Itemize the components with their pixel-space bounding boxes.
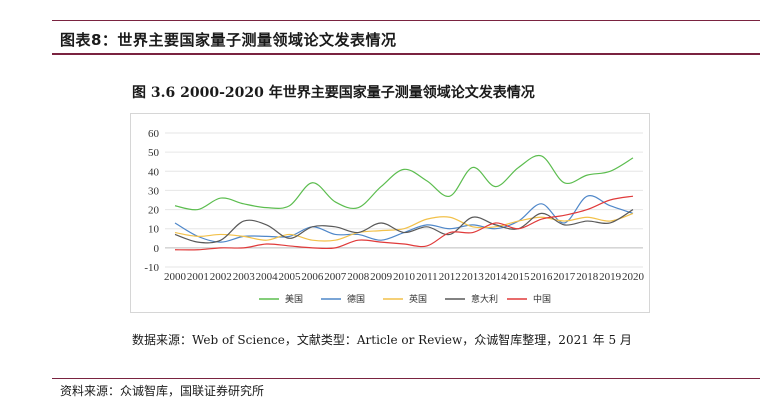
x-tick-label: 2010 — [393, 271, 416, 283]
y-tick-label: 50 — [148, 147, 160, 159]
x-tick-label: 2016 — [530, 271, 553, 283]
x-tick-label: 2009 — [370, 271, 393, 283]
y-tick-label: -10 — [144, 262, 159, 274]
x-tick-label: 2008 — [347, 271, 370, 283]
series-line-4 — [174, 209, 634, 244]
bottom-rule — [52, 378, 760, 379]
series-line-1 — [174, 154, 634, 211]
x-tick-label: 2018 — [576, 271, 599, 283]
x-tick-label: 2007 — [324, 271, 347, 283]
x-tick-label: 2020 — [622, 271, 645, 283]
y-tick-label: 40 — [148, 166, 160, 178]
x-tick-label: 2019 — [599, 271, 622, 283]
figure-data-source-note: 数据来源：Web of Science，文献类型：Article or Revi… — [132, 333, 632, 347]
series-line-2 — [174, 195, 634, 243]
legend-label-3: 英国 — [409, 293, 427, 305]
legend-label-1: 美国 — [285, 293, 303, 305]
x-tick-label: 2001 — [187, 271, 209, 283]
page-source: 资料来源：众诚智库，国联证券研究所 — [60, 384, 265, 398]
x-tick-label: 2006 — [301, 271, 324, 283]
series-line-3 — [174, 212, 634, 242]
x-tick-label: 2003 — [233, 271, 256, 283]
legend-label-4: 意大利 — [471, 293, 498, 305]
top-rule — [52, 20, 760, 21]
x-tick-label: 2013 — [462, 271, 485, 283]
chart-frame — [130, 113, 650, 313]
figure-title: 图 3.6 2000-2020 年世界主要国家量子测量领域论文发表情况 — [132, 85, 535, 101]
report-figure-title: 图表8：世界主要国家量子测量领域论文发表情况 — [60, 31, 397, 49]
y-tick-label: 10 — [148, 224, 160, 236]
x-tick-label: 2002 — [210, 271, 232, 283]
title-rule — [52, 53, 760, 55]
x-tick-label: 2011 — [416, 271, 438, 283]
x-tick-label: 2005 — [279, 271, 302, 283]
series-line-5 — [174, 195, 634, 251]
x-tick-label: 2000 — [164, 271, 187, 283]
y-tick-label: 0 — [154, 243, 160, 255]
line-chart: -10 0 10 20 30 40 50 60 2000 2001 2002 2003 2004 2005… — [144, 128, 645, 305]
y-tick-label: 20 — [148, 205, 160, 217]
x-tick-label: 2004 — [256, 271, 279, 283]
y-tick-label: 60 — [148, 128, 160, 140]
x-tick-label: 2015 — [508, 271, 531, 283]
legend-label-2: 德国 — [347, 293, 365, 305]
y-tick-label: 30 — [148, 185, 160, 197]
x-tick-label: 2014 — [485, 271, 508, 283]
legend-label-5: 中国 — [533, 293, 551, 305]
x-tick-label: 2012 — [439, 271, 461, 283]
x-tick-label: 2017 — [553, 271, 576, 283]
